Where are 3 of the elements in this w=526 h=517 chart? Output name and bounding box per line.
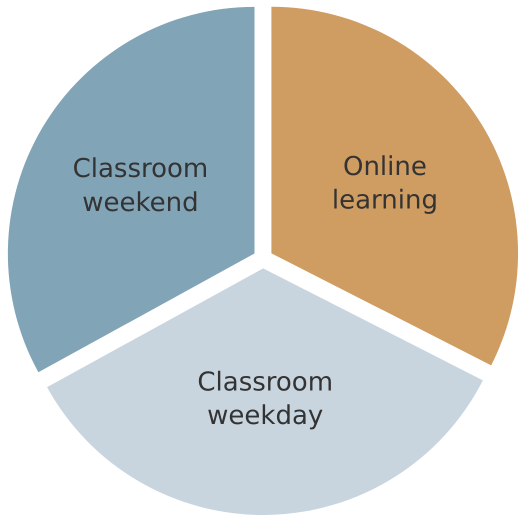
slice-label: Online learning (332, 152, 438, 216)
slice-label: Classroom weekend (72, 154, 208, 218)
slice-label: Classroom weekday (197, 367, 334, 432)
